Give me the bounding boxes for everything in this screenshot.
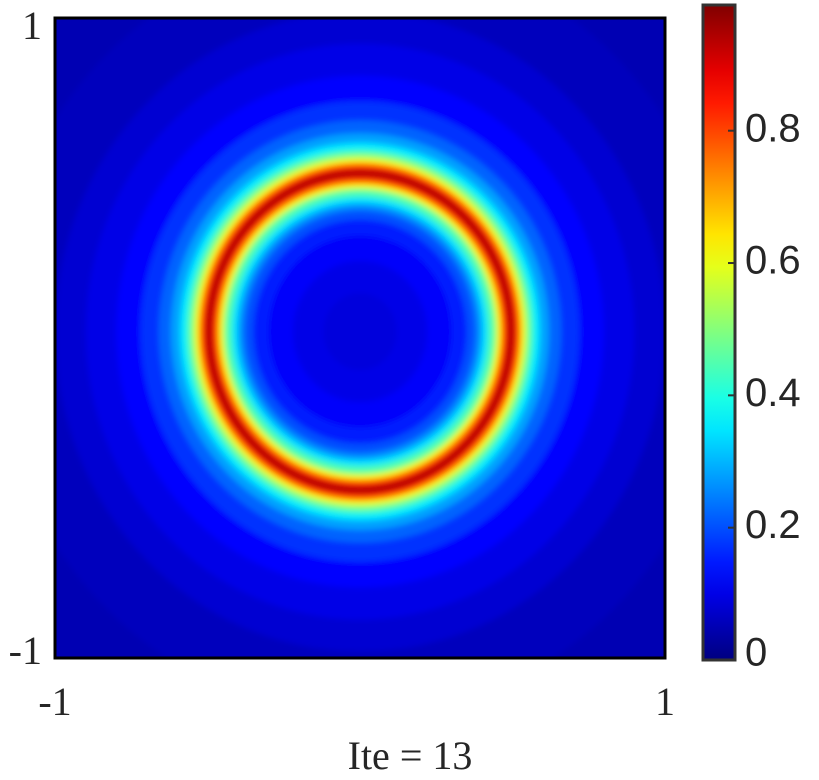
colorbar-tick-label: 0.4 bbox=[745, 371, 801, 415]
colorbar-tick-label: 0.8 bbox=[745, 106, 801, 150]
colorbar-tick-label: 0 bbox=[745, 631, 767, 675]
colorbar-tick-label: 0.6 bbox=[745, 239, 801, 283]
colorbar-tick-label: 0.2 bbox=[745, 503, 801, 547]
y-tick-label: 1 bbox=[22, 3, 42, 48]
y-tick-label: -1 bbox=[9, 628, 42, 673]
heat-ring bbox=[323, 293, 397, 370]
heatmap bbox=[55, 18, 665, 658]
x-axis-label: Ite = 13 bbox=[348, 733, 473, 778]
colorbar bbox=[701, 3, 737, 662]
x-tick-label: -1 bbox=[38, 679, 71, 724]
x-tick-label: 1 bbox=[655, 679, 675, 724]
axes-box bbox=[53, 16, 667, 660]
